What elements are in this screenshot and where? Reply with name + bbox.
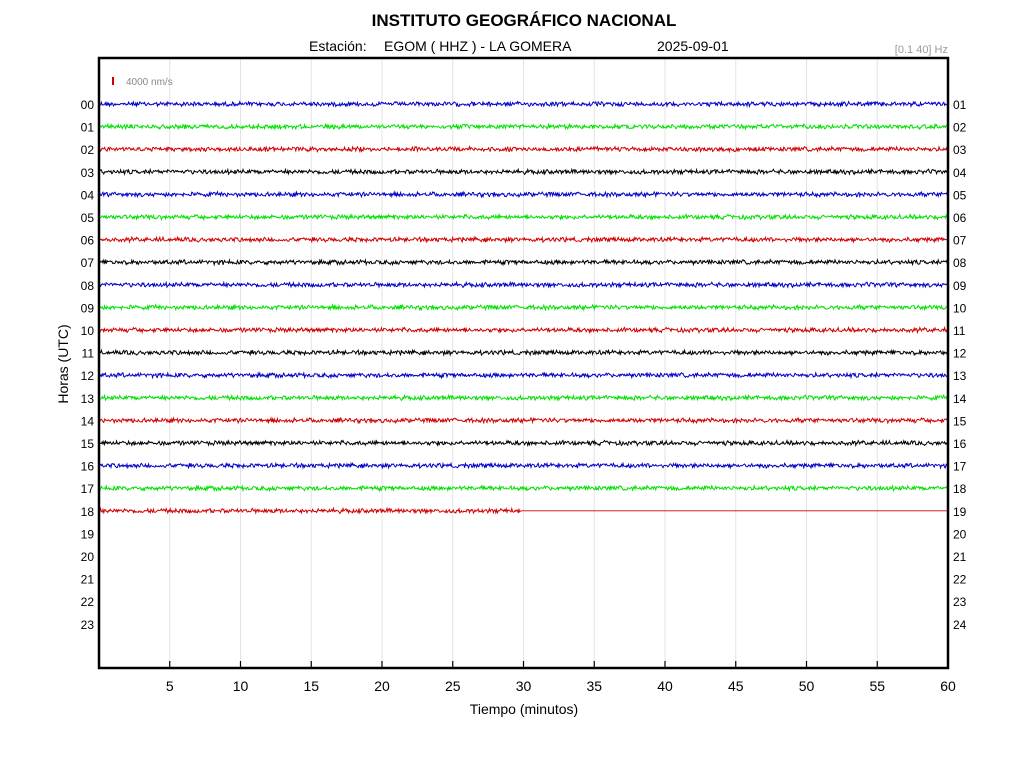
left-hour-label: 16 (81, 460, 95, 474)
right-hour-label: 02 (953, 121, 967, 135)
trace-hour-00 (98, 100, 949, 109)
left-hour-label: 23 (81, 618, 95, 632)
right-hour-label: 14 (953, 392, 967, 406)
left-hour-label: 19 (81, 527, 95, 541)
right-hour-label: 24 (953, 618, 967, 632)
trace-hour-05 (98, 213, 949, 222)
right-hour-label: 22 (953, 573, 967, 587)
left-hour-labels: 00 01 02 03 04 05 06 07 08 09 10 11 12 13 14 15 16 17 18 19… (81, 98, 95, 632)
right-hour-label: 23 (953, 595, 967, 609)
x-tick-label: 10 (233, 678, 249, 694)
right-hour-label: 17 (953, 460, 967, 474)
x-tick-label: 20 (374, 678, 390, 694)
grid-lines (169, 58, 878, 668)
trace-hour-07 (98, 258, 949, 267)
left-hour-label: 03 (81, 166, 95, 180)
x-tick-label: 25 (445, 678, 461, 694)
right-hour-label: 03 (953, 143, 967, 157)
right-hour-label: 08 (953, 256, 967, 270)
left-hour-label: 02 (81, 143, 95, 157)
right-hour-label: 12 (953, 347, 967, 361)
trace-hour-06 (98, 235, 949, 244)
trace-hour-13 (98, 393, 949, 402)
left-hour-label: 04 (81, 188, 95, 202)
trace-hour-02 (98, 144, 949, 154)
trace-hour-03 (98, 167, 949, 176)
x-tick-label: 45 (728, 678, 744, 694)
left-hour-label: 07 (81, 256, 95, 270)
trace-hour-14 (98, 416, 949, 425)
x-tick-label: 55 (869, 678, 885, 694)
right-hour-label: 11 (953, 324, 966, 338)
trace-hour-17 (98, 484, 949, 493)
filter-band-label: [0.1 40] Hz (895, 44, 948, 56)
scale-label: 4000 nm/s (126, 77, 173, 88)
right-hour-label: 21 (953, 550, 967, 564)
x-tick-label: 40 (657, 678, 673, 694)
left-hour-label: 05 (81, 211, 95, 225)
trace-hour-15 (98, 438, 949, 448)
right-hour-label: 06 (953, 211, 967, 225)
right-hour-label: 07 (953, 234, 967, 248)
left-hour-label: 21 (81, 573, 95, 587)
x-tick-label: 35 (586, 678, 602, 694)
left-hour-label: 10 (81, 324, 95, 338)
y-axis-label: Horas (UTC) (55, 324, 71, 403)
station-name: EGOM ( HHZ ) - LA GOMERA (384, 38, 572, 54)
trace-hour-01 (98, 122, 949, 131)
trace-hour-08 (98, 280, 948, 289)
x-tick-label: 15 (303, 678, 319, 694)
left-hour-label: 09 (81, 301, 95, 315)
right-hour-label: 16 (953, 437, 967, 451)
left-hour-label: 01 (81, 121, 95, 135)
left-hour-label: 15 (81, 437, 95, 451)
left-hour-label: 20 (81, 550, 95, 564)
trace-hour-04 (98, 190, 949, 199)
right-hour-label: 01 (953, 98, 967, 112)
left-hour-label: 12 (81, 369, 95, 383)
right-hour-label: 10 (953, 301, 967, 315)
right-hour-labels: 01 02 03 04 05 06 07 08 09 10 11 12 13 14 15 16 17 18 19 20… (953, 98, 967, 632)
left-hour-label: 00 (81, 98, 95, 112)
left-hour-label: 22 (81, 595, 95, 609)
right-hour-label: 19 (953, 505, 967, 519)
trace-hour-10 (98, 325, 949, 335)
station-label: Estación: (309, 38, 367, 54)
x-tick-label: 50 (799, 678, 815, 694)
left-hour-label: 06 (81, 234, 95, 248)
trace-group (98, 100, 949, 515)
scale-bar (112, 77, 114, 85)
x-tick-label: 30 (516, 678, 532, 694)
x-axis-ticks: 5 10 15 20 25 30 35 40 45 50 55 60 (166, 661, 956, 694)
left-hour-label: 08 (81, 279, 95, 293)
left-hour-label: 17 (81, 482, 95, 496)
trace-hour-16 (98, 461, 949, 470)
right-hour-label: 15 (953, 414, 967, 428)
left-hour-label: 14 (81, 414, 95, 428)
right-hour-label: 18 (953, 482, 967, 496)
right-hour-label: 05 (953, 188, 967, 202)
trace-hour-09 (98, 303, 948, 312)
chart-title: INSTITUTO GEOGRÁFICO NACIONAL (372, 11, 677, 30)
right-hour-label: 04 (953, 166, 967, 180)
chart-date: 2025-09-01 (657, 38, 729, 54)
right-hour-label: 13 (953, 369, 967, 383)
left-hour-label: 11 (82, 347, 95, 361)
left-hour-label: 13 (81, 392, 95, 406)
x-tick-label: 60 (940, 678, 956, 694)
right-hour-label: 20 (953, 527, 967, 541)
trace-hour-11 (98, 348, 949, 357)
trace-hour-18 (98, 506, 521, 515)
x-tick-label: 5 (166, 678, 174, 694)
left-hour-label: 18 (81, 505, 95, 519)
trace-hour-12 (98, 371, 949, 380)
right-hour-label: 09 (953, 279, 967, 293)
x-axis-label: Tiempo (minutos) (470, 701, 578, 717)
